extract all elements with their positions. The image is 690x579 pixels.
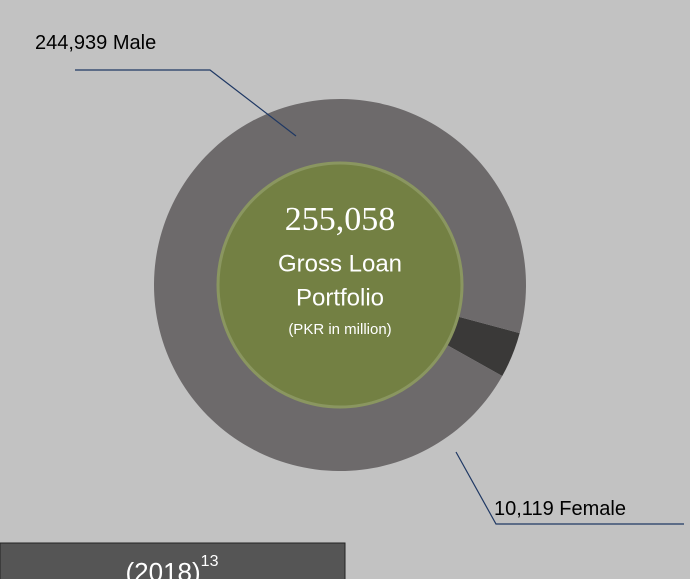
center-title: Portfolio [296,284,384,311]
category-label: Male [113,32,156,54]
footer-box [0,542,346,579]
donut-segment [153,99,526,472]
donut-segment [442,315,520,376]
center-circle [216,161,464,409]
leader-line [455,451,684,525]
data-label: 244,939 Male [35,32,156,54]
leader-line [75,69,297,137]
value-label: 10,119 [494,498,554,520]
center-title: Gross Loan [278,250,402,277]
center-note: (PKR in million) [288,321,391,338]
center-value: 255,058 [285,201,396,238]
footer-year: (2018) [126,557,201,579]
footer-text: (2018)13 [126,553,219,579]
donut [153,99,526,472]
data-label: 10,119 Female [494,498,626,520]
value-label: 244,939 [35,32,107,54]
footer-note: 13 [201,553,219,570]
category-label: Female [559,498,626,520]
